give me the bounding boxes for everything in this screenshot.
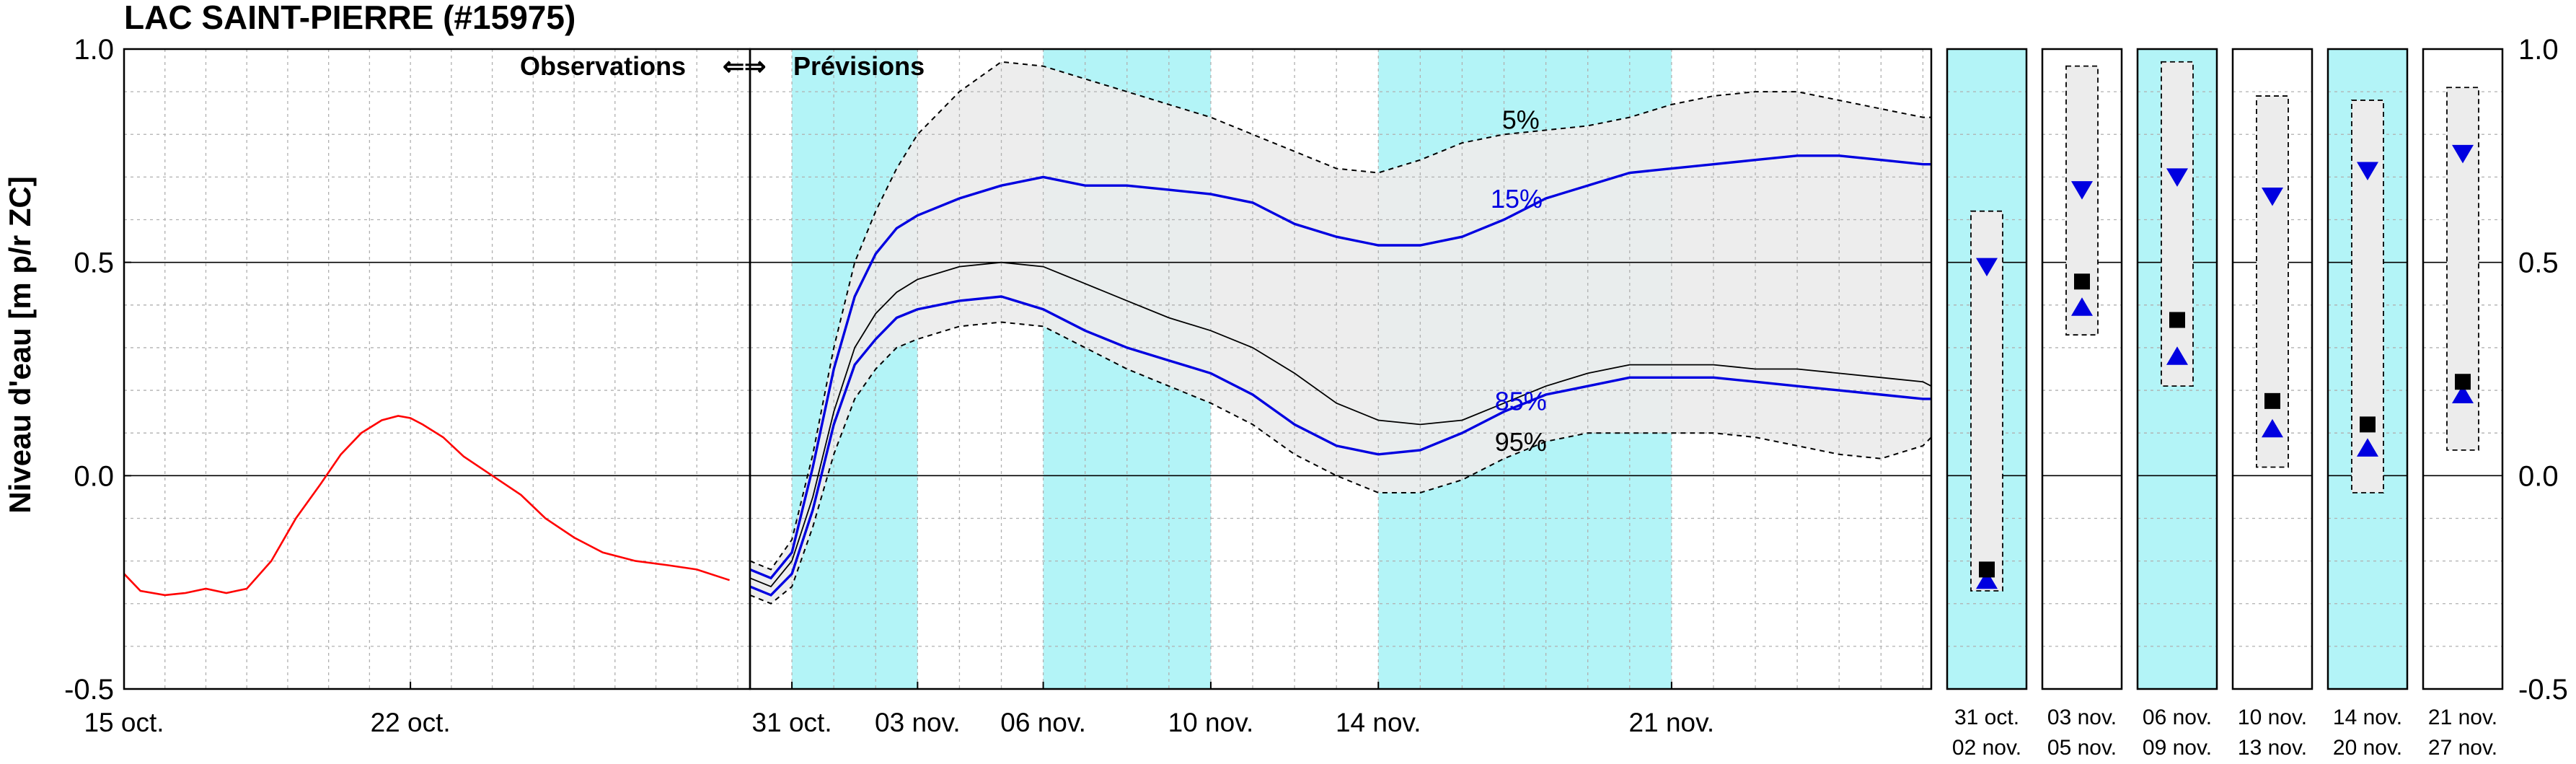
observations-label: Observations	[520, 51, 686, 81]
panel-frame	[2136, 48, 2218, 690]
panel-range-box	[2161, 61, 2194, 387]
forecast-series-5pct	[749, 61, 1931, 571]
fc-x-tick-label: 14 nov.	[1336, 708, 1421, 737]
panel-label-start: 06 nov.	[2143, 706, 2212, 729]
forecast-envelope-5-95	[750, 61, 1931, 604]
panel-square-marker	[2074, 273, 2090, 290]
left-y-tick-label: 0.0	[74, 460, 114, 492]
forecast-series-95pct	[749, 321, 1932, 605]
panel-triangle-up-marker	[2452, 385, 2474, 403]
panel-triangle-up-marker	[1976, 570, 1998, 589]
fc-x-tick-label: 21 nov.	[1629, 708, 1715, 737]
panel-triangle-down-marker	[2452, 144, 2474, 164]
observations-axes: -0.5 0.0 0.5 1.0 15 oct. 22 oct.	[64, 34, 751, 737]
period-panel: 31 oct. 02 nov.	[1946, 48, 2028, 760]
panel-frame	[2041, 48, 2123, 690]
period-panel: 21 nov. 27 nov.	[2422, 48, 2504, 760]
panel-triangle-down-marker	[1976, 258, 1998, 277]
panel-frame	[2231, 48, 2313, 690]
panel-range-box	[2351, 100, 2384, 493]
panel-frame	[2326, 48, 2409, 690]
observed-level-line	[123, 415, 731, 597]
panel-range-box	[2065, 65, 2099, 336]
right-y-tick-label: 1.0	[2518, 34, 2559, 66]
series-label-95pct: 95%	[1495, 427, 1547, 457]
panel-triangle-down-marker	[2071, 181, 2093, 200]
panel-label-end: 27 nov.	[2428, 736, 2497, 760]
panel-triangle-down-marker	[2262, 188, 2283, 206]
left-y-tick-label: -0.5	[64, 674, 114, 706]
fc-x-tick-label: 10 nov.	[1168, 708, 1254, 737]
period-panel: 06 nov. 09 nov.	[2136, 48, 2218, 760]
left-y-tick-label: 1.0	[74, 34, 114, 66]
panel-label-start: 31 oct.	[1954, 706, 2019, 729]
panel-triangle-down-marker	[2166, 168, 2188, 187]
y-axis-label: Niveau d'eau [m p/r ZC]	[3, 176, 37, 513]
forecast-axes-frame	[749, 48, 1933, 690]
forecast-series-50pct	[749, 261, 1932, 588]
panel-square-marker	[2264, 392, 2280, 409]
panel-square-marker	[2360, 416, 2376, 433]
panel-label-start: 10 nov.	[2238, 706, 2307, 729]
series-label-85pct: 85%	[1495, 387, 1547, 416]
panel-range-box	[2256, 95, 2289, 468]
panel-square-marker	[2169, 312, 2185, 328]
panel-triangle-up-marker	[2357, 438, 2378, 457]
panel-label-end: 09 nov.	[2143, 736, 2212, 760]
panel-label-end: 02 nov.	[1952, 736, 2021, 760]
panel-label-start: 03 nov.	[2047, 706, 2117, 729]
period-panels: 31 oct. 02 nov. 03 nov. 05 nov. 06 nov. 09 no…	[1946, 48, 2504, 760]
right-y-tick-label: 0.0	[2518, 460, 2559, 492]
panel-square-marker	[2455, 374, 2471, 390]
transition-arrow: ⇐⇒	[723, 51, 766, 81]
right-y-axis: -0.5 0.0 0.5 1.0	[2518, 34, 2568, 706]
fc-x-tick-label: 31 oct.	[752, 708, 832, 737]
chart-title: LAC SAINT-PIERRE (#15975)	[124, 0, 575, 36]
previsions-label: Prévisions	[793, 51, 925, 81]
obs-x-tick-label: 22 oct.	[371, 708, 451, 737]
fc-x-tick-label: 06 nov.	[1000, 708, 1086, 737]
fc-x-tick-label: 03 nov.	[875, 708, 961, 737]
panel-label-start: 21 nov.	[2428, 706, 2497, 729]
obs-x-tick-label: 15 oct.	[84, 708, 164, 737]
left-y-tick-label: 0.5	[74, 247, 114, 279]
panel-label-end: 20 nov.	[2333, 736, 2402, 760]
right-y-tick-label: -0.5	[2518, 674, 2568, 706]
forecast-series-85pct	[749, 295, 1931, 597]
observations-previsions-annotation: Observations ⇐⇒ Prévisions	[520, 51, 925, 81]
panel-frame	[2422, 48, 2504, 690]
panel-label-end: 05 nov.	[2047, 736, 2117, 760]
panel-frame	[1946, 48, 2028, 690]
period-panel: 03 nov. 05 nov.	[2041, 48, 2123, 760]
forecast-axes: 5% 15% 85% 95% 31 oct. 03 nov. 06 nov. 10 nov. 1…	[749, 48, 1933, 737]
right-y-tick-label: 0.5	[2518, 247, 2559, 279]
panel-triangle-up-marker	[2071, 297, 2093, 316]
panel-label-start: 14 nov.	[2333, 706, 2402, 729]
period-panel: 14 nov. 20 nov.	[2326, 48, 2409, 760]
period-panel: 10 nov. 13 nov.	[2231, 48, 2313, 760]
panel-triangle-up-marker	[2262, 418, 2283, 438]
panel-label-end: 13 nov.	[2238, 736, 2307, 760]
series-label-5pct: 5%	[1502, 105, 1540, 134]
series-label-15pct: 15%	[1491, 184, 1543, 214]
panel-triangle-up-marker	[2166, 346, 2188, 365]
panel-triangle-down-marker	[2357, 162, 2378, 181]
panel-square-marker	[1979, 561, 1995, 578]
forecast-series-15pct	[749, 154, 1931, 580]
